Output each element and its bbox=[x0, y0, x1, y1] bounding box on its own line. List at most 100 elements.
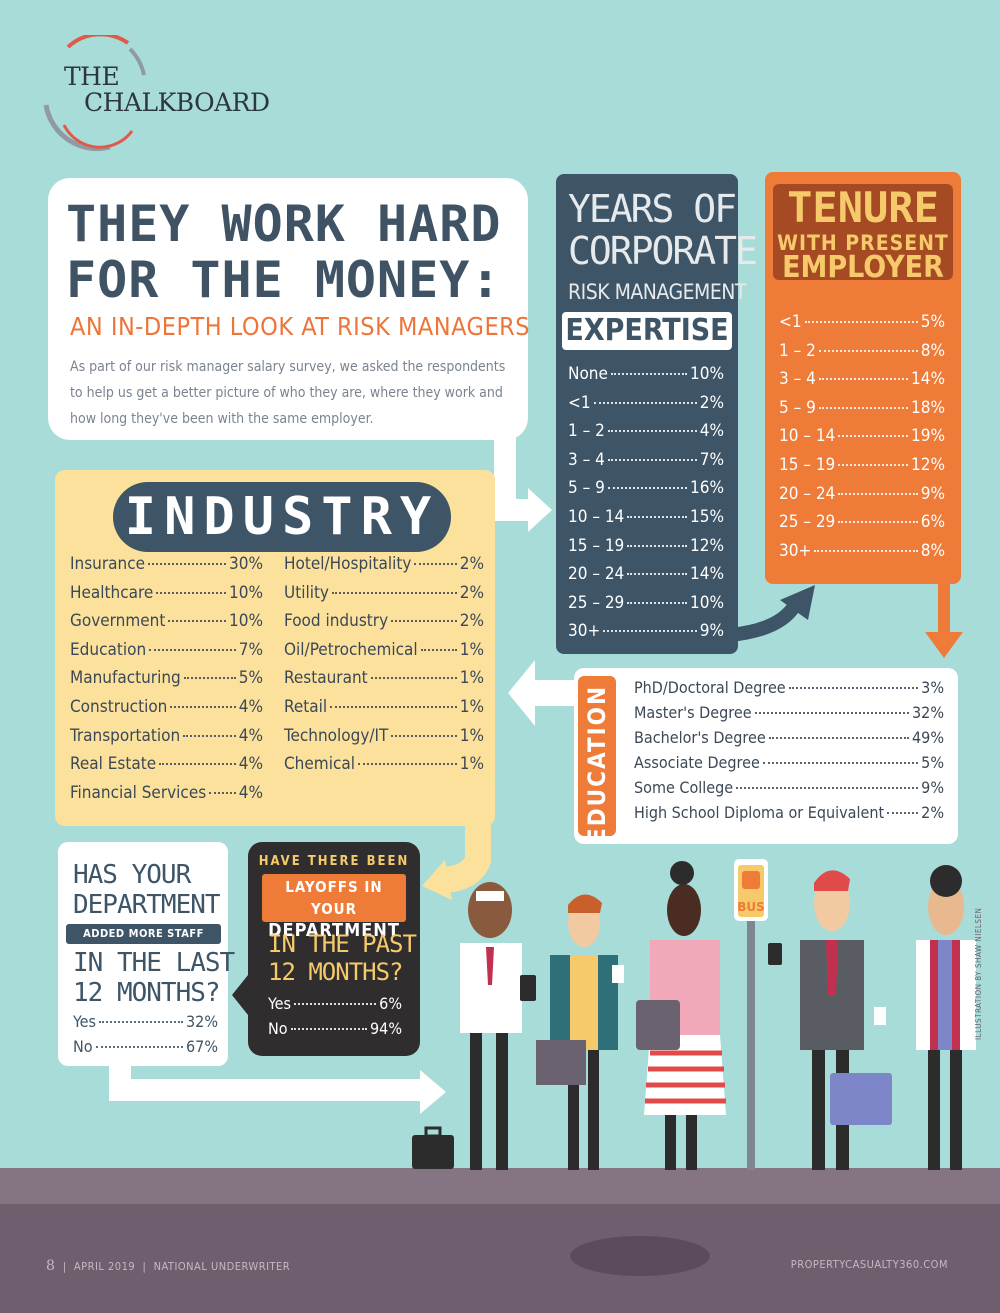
industry-list-left: Insurance 30% Healthcare 10% Government 10% Ed… bbox=[70, 554, 263, 811]
list-row: 25 – 29 10% bbox=[568, 593, 724, 622]
row-label: Hotel/Hospitality bbox=[284, 554, 412, 574]
dot-leader bbox=[330, 705, 457, 708]
staff-question-bottom: IN THE LAST 12 MONTHS? bbox=[73, 948, 235, 1008]
dot-leader bbox=[762, 762, 919, 764]
dot-leader bbox=[209, 791, 236, 794]
layoffs-question: IN THE PAST 12 MONTHS? bbox=[268, 930, 417, 986]
tenure-title: TENURE bbox=[787, 183, 939, 232]
row-label: Construction bbox=[70, 696, 168, 717]
list-row: 5 – 9 18% bbox=[779, 398, 945, 427]
layoffs-badge: LAYOFFS IN YOUR DEPARTMENT bbox=[262, 874, 406, 941]
row-label: Master's Degree bbox=[634, 703, 752, 722]
row-value: 30% bbox=[229, 554, 263, 574]
row-label: 5 – 9 bbox=[568, 478, 605, 499]
row-value: 4% bbox=[699, 421, 724, 442]
list-row: Transportation 4% bbox=[70, 726, 263, 755]
row-label: Bachelor's Degree bbox=[634, 728, 766, 747]
row-label: Healthcare bbox=[70, 582, 154, 603]
list-row: Technology/IT 1% bbox=[284, 726, 484, 755]
row-label: None bbox=[568, 364, 608, 384]
row-label: 15 – 19 bbox=[568, 535, 625, 556]
row-label: Transportation bbox=[70, 725, 181, 746]
row-label: 25 – 29 bbox=[779, 512, 836, 533]
list-row: Education 7% bbox=[70, 640, 263, 669]
row-label: Associate Degree bbox=[634, 753, 760, 772]
row-value: 2% bbox=[459, 554, 484, 574]
dot-leader bbox=[183, 734, 236, 737]
years-title-line-1: YEARS OF bbox=[568, 187, 737, 231]
row-value: 4% bbox=[238, 754, 263, 775]
row-label: 15 – 19 bbox=[779, 454, 836, 475]
dot-leader bbox=[420, 648, 457, 651]
row-value: 1% bbox=[459, 668, 484, 689]
staff-answers: Yes 32% No 67% bbox=[73, 1012, 218, 1062]
row-label: Government bbox=[70, 611, 166, 632]
dot-leader bbox=[627, 544, 687, 547]
row-label: Oil/Petrochemical bbox=[284, 639, 418, 660]
intro-subtitle: AN IN-DEPTH LOOK AT RISK MANAGERS bbox=[70, 312, 531, 341]
dot-leader bbox=[370, 677, 457, 680]
row-value: 1% bbox=[459, 725, 484, 746]
row-value: 9% bbox=[920, 483, 945, 504]
dot-leader bbox=[149, 648, 236, 651]
intro-card: THEY WORK HARD FOR THE MONEY: AN IN-DEPT… bbox=[48, 178, 531, 440]
row-value: 10% bbox=[690, 364, 724, 384]
industry-panel: INDUSTRY Insurance 30% Healthcare 10% Govern… bbox=[55, 470, 495, 826]
row-value: 5% bbox=[921, 753, 944, 772]
row-label: PhD/Doctoral Degree bbox=[634, 678, 786, 697]
row-label: Chemical bbox=[284, 754, 355, 775]
row-value: 8% bbox=[920, 540, 945, 561]
row-value: 6% bbox=[920, 512, 945, 533]
dot-leader bbox=[627, 515, 687, 518]
list-row: No 67% bbox=[73, 1037, 218, 1062]
list-row: Healthcare 10% bbox=[70, 583, 263, 612]
layoffs-panel: HAVE THERE BEEN LAYOFFS IN YOUR DEPARTME… bbox=[248, 842, 420, 1056]
logo-line-2: CHALKBOARD bbox=[84, 88, 270, 117]
dot-leader bbox=[593, 401, 697, 404]
dot-leader bbox=[148, 563, 226, 565]
intro-title-line-1: THEY WORK HARD bbox=[66, 195, 502, 253]
row-value: 1% bbox=[459, 754, 484, 775]
list-row: <1 2% bbox=[568, 393, 724, 422]
tenure-subtitle-2: EMPLOYER bbox=[782, 250, 944, 285]
layoffs-badge-line-2: DEPARTMENT bbox=[268, 920, 400, 941]
row-label: 5 – 9 bbox=[779, 397, 816, 418]
layoffs-line-2: IN THE PAST bbox=[268, 930, 417, 958]
row-value: 4% bbox=[238, 696, 263, 717]
list-row: 10 – 14 19% bbox=[779, 426, 945, 455]
list-row: Chemical 1% bbox=[284, 754, 484, 783]
education-tab: EDUCATION bbox=[578, 676, 616, 843]
tenure-header: TENURE WITH PRESENT EMPLOYER bbox=[773, 183, 953, 285]
list-row: 30+ 8% bbox=[779, 541, 945, 570]
row-value: 67% bbox=[186, 1037, 218, 1056]
row-value: 14% bbox=[690, 564, 724, 585]
dot-leader bbox=[736, 787, 919, 789]
list-row: Manufacturing 5% bbox=[70, 668, 263, 697]
dot-leader bbox=[183, 677, 236, 680]
row-value: 2% bbox=[921, 803, 944, 822]
intro-title-line-2: FOR THE MONEY: bbox=[66, 251, 502, 309]
dot-leader bbox=[804, 321, 918, 323]
layoffs-line-1: HAVE THERE BEEN bbox=[258, 854, 410, 869]
education-panel: EDUCATION PhD/Doctoral Degree 3% Master's … bbox=[574, 668, 958, 844]
intro-title: THEY WORK HARD FOR THE MONEY: bbox=[66, 196, 501, 308]
row-value: 8% bbox=[920, 340, 945, 361]
row-label: 20 – 24 bbox=[568, 564, 625, 585]
dot-leader bbox=[788, 687, 919, 689]
row-label: 10 – 14 bbox=[568, 506, 625, 527]
row-value: 94% bbox=[370, 1019, 402, 1038]
row-value: 7% bbox=[699, 449, 724, 470]
dot-leader bbox=[156, 591, 226, 594]
row-label: 30+ bbox=[779, 540, 812, 561]
years-list: None 10% <1 2% 1 – 2 4% 3 – 4 7% 5 – 9 16% 10 – 14… bbox=[568, 364, 724, 650]
list-row: Food industry 2% bbox=[284, 611, 484, 640]
chalkboard-logo-ring bbox=[43, 35, 146, 152]
list-row: 15 – 19 12% bbox=[568, 536, 724, 565]
manhole-cover bbox=[570, 1236, 710, 1276]
list-row: <1 5% bbox=[779, 312, 945, 341]
row-value: 18% bbox=[911, 397, 945, 418]
row-label: 10 – 14 bbox=[779, 426, 836, 447]
row-label: Some College bbox=[634, 778, 734, 797]
list-row: Yes 6% bbox=[268, 994, 402, 1019]
person-man-coffee bbox=[874, 865, 976, 1170]
